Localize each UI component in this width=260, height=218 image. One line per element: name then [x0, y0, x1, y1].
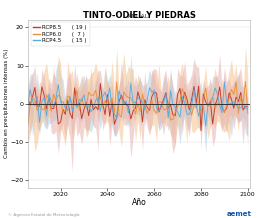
Text: ANUAL: ANUAL [128, 14, 150, 19]
Text: aemet: aemet [227, 211, 252, 217]
Legend: RCP8.5      ( 19 ), RCP6.0      (  7 ), RCP4.5      ( 15 ): RCP8.5 ( 19 ), RCP6.0 ( 7 ), RCP4.5 ( 15… [31, 22, 89, 46]
Title: TINTO-ODIEL Y PIEDRAS: TINTO-ODIEL Y PIEDRAS [83, 11, 196, 20]
Text: © Agencia Estatal de Meteorología: © Agencia Estatal de Meteorología [8, 213, 79, 217]
X-axis label: Año: Año [132, 198, 146, 207]
Y-axis label: Cambio en precipitaciones intensas (%): Cambio en precipitaciones intensas (%) [4, 49, 9, 158]
